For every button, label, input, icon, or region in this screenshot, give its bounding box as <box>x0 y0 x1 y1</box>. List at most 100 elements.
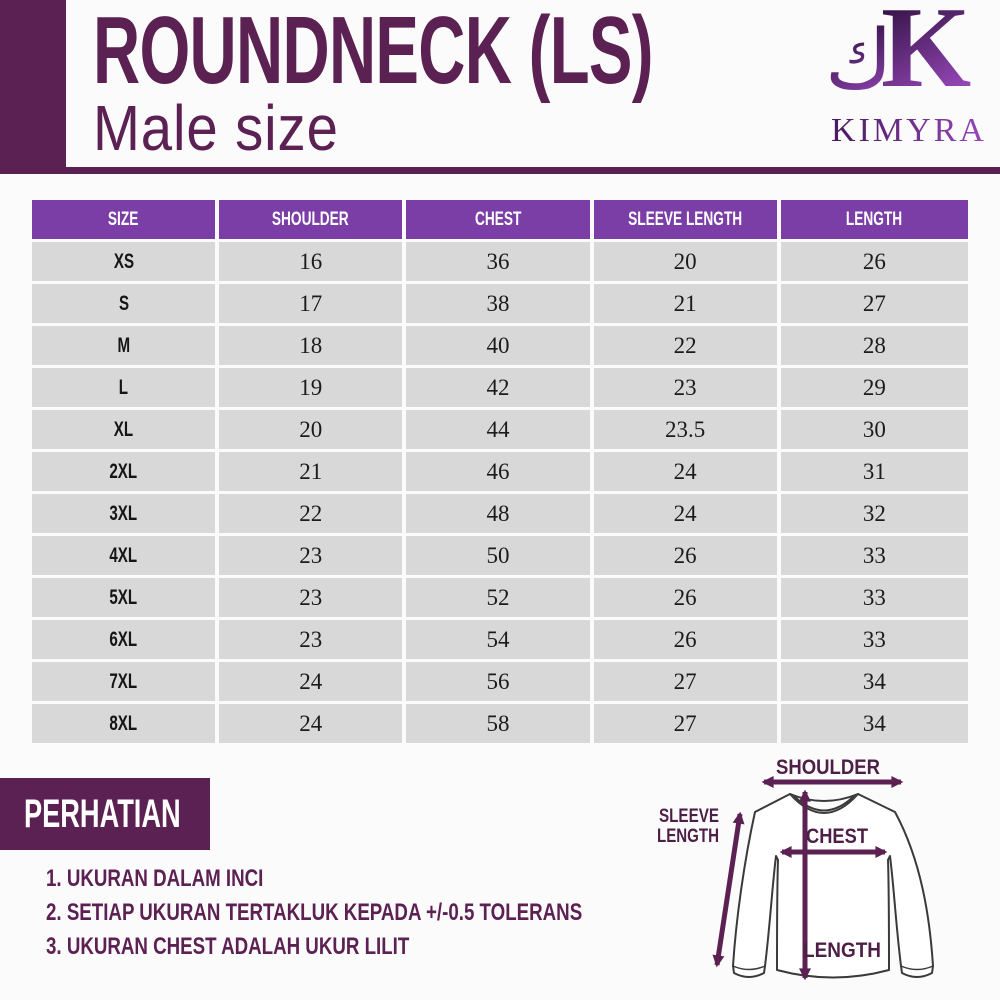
header-row: SIZE SHOULDER CHEST SLEEVE LENGTH LENGTH <box>32 200 968 239</box>
measurement-value-cell: 21 <box>593 284 781 323</box>
measurement-value-cell: 33 <box>780 536 968 575</box>
logo-arabic-kaf-icon: ك <box>825 13 893 108</box>
brand-logo-mark-icon: ك K <box>823 0 995 112</box>
page-subtitle: Male size <box>93 92 339 164</box>
size-label: XL <box>113 417 134 441</box>
size-label: 4XL <box>109 543 138 567</box>
measurement-value-cell: 24 <box>593 494 781 533</box>
size-label-cell: XS <box>32 242 220 281</box>
table-row: XS 16 36 20 26 <box>32 242 968 281</box>
diagram-length-label: LENGTH <box>803 939 881 962</box>
table-row: 7XL 24 56 27 34 <box>32 662 968 701</box>
size-label-cell: 7XL <box>32 662 220 701</box>
measurement-value-cell: 26 <box>780 242 968 281</box>
table-row: 5XL 23 52 26 33 <box>32 578 968 617</box>
size-label: 5XL <box>109 585 138 609</box>
measurement-value-cell: 23 <box>219 578 407 617</box>
size-label: 7XL <box>109 669 138 693</box>
note-item-2: 2. SETIAP UKURAN TERTAKLUK KEPADA +/-0.5… <box>46 899 583 926</box>
size-label-cell: 3XL <box>32 494 220 533</box>
diagram-shoulder-label: SHOULDER <box>776 756 880 779</box>
measurement-value-cell: 23 <box>219 620 407 659</box>
table-row: 4XL 23 50 26 33 <box>32 536 968 575</box>
brand-logo: ك K KIMYRA <box>823 0 995 148</box>
measurement-value-cell: 27 <box>593 704 781 743</box>
table-row: 6XL 23 54 26 33 <box>32 620 968 659</box>
measurement-value-cell: 52 <box>406 578 594 617</box>
attention-banner-label: PERHATIAN <box>24 791 181 836</box>
measurement-value-cell: 26 <box>593 578 781 617</box>
size-table-body: XS 16 36 20 26 S 17 38 21 27 M 18 40 22 28 L 19 42 23 29 XL 2… <box>32 242 968 743</box>
sleeve-length-arrow-icon <box>712 811 745 968</box>
table-row: S 17 38 21 27 <box>32 284 968 323</box>
measurement-value-cell: 28 <box>780 326 968 365</box>
measurement-value-cell: 56 <box>406 662 594 701</box>
column-header-length: LENGTH <box>780 200 968 239</box>
measurement-value-cell: 18 <box>219 326 407 365</box>
measurement-value-cell: 26 <box>593 620 781 659</box>
measurement-value-cell: 31 <box>780 452 968 491</box>
measurement-value-cell: 46 <box>406 452 594 491</box>
measurement-value-cell: 48 <box>406 494 594 533</box>
size-label: 8XL <box>109 711 138 735</box>
measurement-value-cell: 24 <box>593 452 781 491</box>
size-label-cell: M <box>32 326 220 365</box>
size-label-cell: XL <box>32 410 220 449</box>
column-header-shoulder: SHOULDER <box>219 200 407 239</box>
notes-list: 1. UKURAN DALAM INCI 2. SETIAP UKURAN TE… <box>46 862 733 964</box>
measurement-value-cell: 40 <box>406 326 594 365</box>
measurement-value-cell: 42 <box>406 368 594 407</box>
measurement-value-cell: 24 <box>219 662 407 701</box>
size-label-cell: 4XL <box>32 536 220 575</box>
measurement-value-cell: 23 <box>219 536 407 575</box>
measurement-value-cell: 32 <box>780 494 968 533</box>
measurement-value-cell: 23.5 <box>593 410 781 449</box>
diagram-sleeve-label-line1: SLEEVE <box>659 806 719 827</box>
measurement-value-cell: 23 <box>593 368 781 407</box>
measurement-value-cell: 54 <box>406 620 594 659</box>
measurement-value-cell: 30 <box>780 410 968 449</box>
size-label: XS <box>113 249 134 273</box>
size-label-cell: 6XL <box>32 620 220 659</box>
size-label: 3XL <box>109 501 138 525</box>
note-item-3: 3. UKURAN CHEST ADALAH UKUR LILIT <box>46 933 410 960</box>
measurement-value-cell: 27 <box>593 662 781 701</box>
size-label-cell: 8XL <box>32 704 220 743</box>
measurement-diagram: SHOULDER CHEST LENGTH SLEEVE LENGTH <box>657 756 934 981</box>
column-header-sleeve-length: SLEEVE LENGTH <box>593 200 781 239</box>
measurement-value-cell: 33 <box>780 578 968 617</box>
size-label: 6XL <box>109 627 138 651</box>
measurement-value-cell: 29 <box>780 368 968 407</box>
header-accent-bar <box>0 0 66 167</box>
measurement-value-cell: 36 <box>406 242 594 281</box>
diagram-chest-label: CHEST <box>806 825 868 848</box>
measurement-value-cell: 58 <box>406 704 594 743</box>
measurement-value-cell: 34 <box>780 662 968 701</box>
measurement-value-cell: 33 <box>780 620 968 659</box>
measurement-value-cell: 24 <box>219 704 407 743</box>
measurement-value-cell: 21 <box>219 452 407 491</box>
table-row: 2XL 21 46 24 31 <box>32 452 968 491</box>
size-label: M <box>117 333 130 357</box>
measurement-value-cell: 22 <box>593 326 781 365</box>
size-label-cell: 5XL <box>32 578 220 617</box>
measurement-value-cell: 19 <box>219 368 407 407</box>
measurement-value-cell: 44 <box>406 410 594 449</box>
column-header-chest: CHEST <box>406 200 594 239</box>
header-divider <box>0 167 1000 174</box>
measurement-value-cell: 27 <box>780 284 968 323</box>
size-label: 2XL <box>109 459 138 483</box>
size-label-cell: S <box>32 284 220 323</box>
measurement-arrows <box>712 776 904 981</box>
measurement-value-cell: 20 <box>593 242 781 281</box>
table-row: 8XL 24 58 27 34 <box>32 704 968 743</box>
size-label: L <box>118 375 129 399</box>
measurement-value-cell: 34 <box>780 704 968 743</box>
size-table: SIZE SHOULDER CHEST SLEEVE LENGTH LENGTH… <box>32 197 968 746</box>
page-title: ROUNDNECK (LS) <box>93 0 654 104</box>
attention-banner: PERHATIAN <box>0 778 210 850</box>
measurement-value-cell: 17 <box>219 284 407 323</box>
size-table-header: SIZE SHOULDER CHEST SLEEVE LENGTH LENGTH <box>32 200 968 239</box>
column-header-size: SIZE <box>32 200 220 239</box>
